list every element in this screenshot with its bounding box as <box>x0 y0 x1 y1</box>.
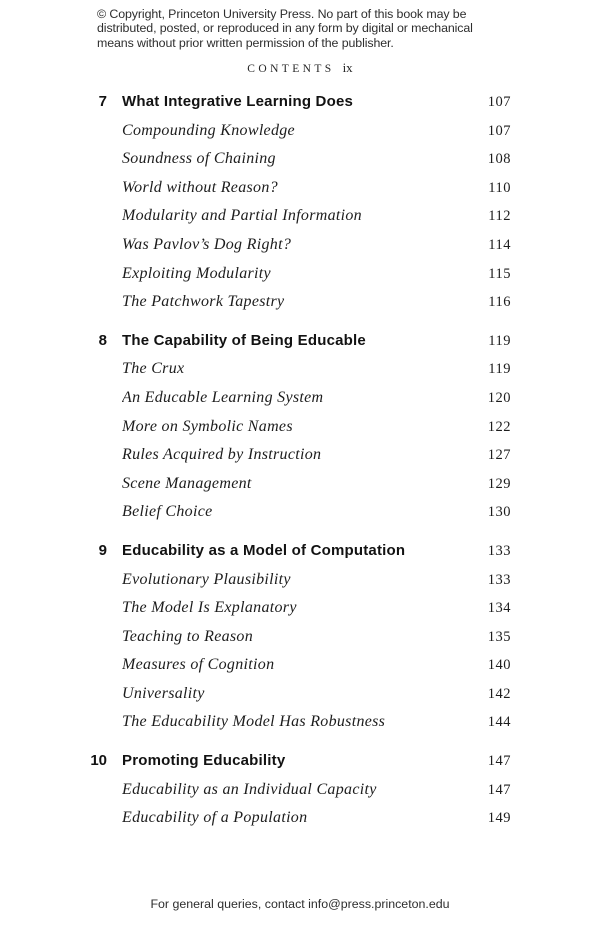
toc-entry-row: The Patchwork Tapestry 116 <box>80 288 511 317</box>
toc-entry-row: World without Reason? 110 <box>80 174 511 203</box>
toc-entry-row: Scene Management 129 <box>80 470 511 499</box>
chapter-number: 10 <box>90 752 107 770</box>
entry-page-number: 114 <box>488 236 511 253</box>
entry-page-number: 144 <box>487 714 511 731</box>
toc-entry-row: Educability of a Population 149 <box>80 804 511 833</box>
entry-page-number: 133 <box>487 571 511 588</box>
chapter-title: Educability as a Model of Computation <box>122 541 406 559</box>
entry-title: Teaching to Reason <box>122 627 254 645</box>
entry-page-number: 147 <box>487 781 511 798</box>
entry-title: Educability of a Population <box>122 809 308 827</box>
toc-chapter-row: 8 The Capability of Being Educable 119 <box>80 327 511 356</box>
toc-section: 8 The Capability of Being Educable 119 The … <box>80 327 511 527</box>
toc-chapter-row: 10 Promoting Educability 147 <box>80 747 511 776</box>
entry-title: Soundness of Chaining <box>122 150 276 168</box>
chapter-page-number: 147 <box>487 753 511 770</box>
toc-entry-row: Evolutionary Plausibility 133 <box>80 566 511 595</box>
entry-page-number: 129 <box>487 475 511 492</box>
chapter-title: The Capability of Being Educable <box>122 331 366 349</box>
entry-page-number: 115 <box>488 265 511 282</box>
entry-page-number: 108 <box>487 151 511 168</box>
entry-title: Was Pavlov’s Dog Right? <box>122 235 292 253</box>
entry-title: Measures of Cognition <box>122 656 275 674</box>
entry-title: Evolutionary Plausibility <box>122 570 291 588</box>
toc-entry-row: Was Pavlov’s Dog Right? 114 <box>80 231 511 260</box>
entry-title: Scene Management <box>122 474 252 492</box>
toc-entry-row: Measures of Cognition 140 <box>80 651 511 680</box>
toc-entry-row: Teaching to Reason 135 <box>80 623 511 652</box>
entry-page-number: 122 <box>487 418 511 435</box>
entry-title: Exploiting Modularity <box>122 264 271 282</box>
toc-entry-row: Universality 142 <box>80 680 511 709</box>
entry-page-number: 110 <box>488 179 511 196</box>
chapter-number: 8 <box>98 331 107 349</box>
chapter-page-number: 133 <box>487 542 511 559</box>
contents-heading: CONTENTS <box>247 63 335 75</box>
entry-page-number: 119 <box>488 361 511 378</box>
entry-title: Belief Choice <box>122 503 213 521</box>
entry-page-number: 130 <box>487 504 511 521</box>
entry-title: Compounding Knowledge <box>122 121 295 139</box>
footer-note: For general queries, contact info@press.… <box>150 897 450 911</box>
entry-page-number: 149 <box>487 810 511 827</box>
entry-page-number: 142 <box>487 685 511 702</box>
toc-entry-row: The Educability Model Has Robustness 144 <box>80 708 511 737</box>
toc-entry-row: Belief Choice 130 <box>80 498 511 527</box>
copyright-line: © Copyright, Princeton University Press.… <box>97 7 467 21</box>
toc-entry-row: An Educable Learning System 120 <box>80 384 511 413</box>
entry-title: The Model Is Explanatory <box>122 599 297 617</box>
copyright-line: distributed, posted, or reproduced in an… <box>97 21 473 36</box>
entry-title: Modularity and Partial Information <box>122 207 362 225</box>
entry-page-number: 116 <box>488 294 511 311</box>
entry-page-number: 135 <box>487 628 511 645</box>
toc-chapter-row: 7 What Integrative Learning Does 107 <box>80 88 511 117</box>
copyright-notice: © Copyright, Princeton University Press.… <box>97 7 473 50</box>
entry-title: Educability as an Individual Capacity <box>122 780 377 798</box>
toc-section: 10 Promoting Educability 147 Educability as… <box>80 747 511 833</box>
chapter-page-number: 107 <box>487 94 511 110</box>
toc-entry-row: Educability as an Individual Capacity 147 <box>80 776 511 805</box>
chapter-number: 7 <box>98 93 107 110</box>
toc-entry-row: Exploiting Modularity 115 <box>80 260 511 289</box>
entry-page-number: 120 <box>487 389 511 406</box>
entry-title: The Educability Model Has Robustness <box>122 713 386 731</box>
toc-entry-row: Compounding Knowledge 107 <box>80 117 511 146</box>
toc-chapter-row: 9 Educability as a Model of Computation 13… <box>80 537 511 566</box>
folio-page-number: ix <box>342 60 353 75</box>
entry-title: The Crux <box>122 360 185 378</box>
entry-title: Universality <box>122 684 205 702</box>
running-head: CONTENTS ix <box>0 59 600 77</box>
entry-page-number: 112 <box>488 208 511 225</box>
entry-title: The Patchwork Tapestry <box>122 293 285 311</box>
toc-entry-row: Soundness of Chaining 108 <box>80 145 511 174</box>
chapter-number: 9 <box>98 541 107 559</box>
toc-entry-row: The Model Is Explanatory 134 <box>80 594 511 623</box>
toc-entry-row: Rules Acquired by Instruction 127 <box>80 441 511 470</box>
entry-page-number: 140 <box>487 657 511 674</box>
toc-section: 9 Educability as a Model of Computation 13… <box>80 537 511 737</box>
entry-title: An Educable Learning System <box>122 388 324 406</box>
entry-title: More on Symbolic Names <box>122 417 293 435</box>
toc-section: 7 What Integrative Learning Does 107 Compou… <box>80 88 511 317</box>
entry-title: World without Reason? <box>122 178 278 196</box>
chapter-title: What Integrative Learning Does <box>122 93 354 110</box>
entry-title: Rules Acquired by Instruction <box>122 446 322 464</box>
toc-entry-row: Modularity and Partial Information 112 <box>80 202 511 231</box>
entry-page-number: 107 <box>487 122 511 139</box>
toc-entry-row: The Crux 119 <box>80 355 511 384</box>
chapter-page-number: 119 <box>488 332 511 349</box>
chapter-title: Promoting Educability <box>122 752 286 770</box>
entry-page-number: 134 <box>487 600 511 617</box>
entry-page-number: 127 <box>487 447 511 464</box>
copyright-line: means without prior written permission o… <box>97 35 394 50</box>
table-of-contents: 7 What Integrative Learning Does 107 Compou… <box>80 88 511 833</box>
toc-entry-row: More on Symbolic Names 122 <box>80 413 511 442</box>
